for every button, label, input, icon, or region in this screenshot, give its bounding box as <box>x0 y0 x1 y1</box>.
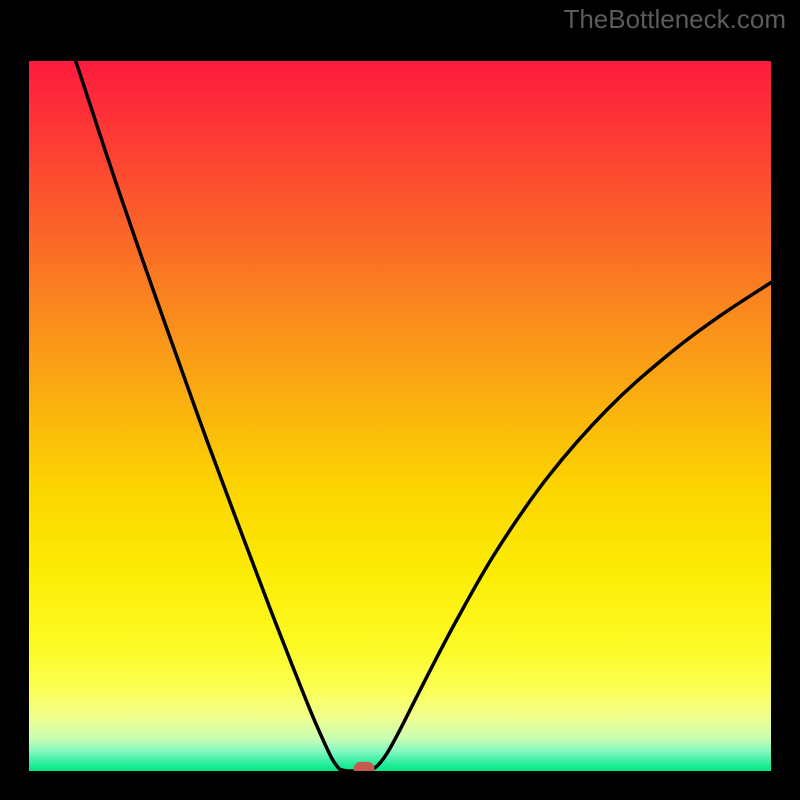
plot-area <box>29 61 771 771</box>
bottleneck-curve <box>29 61 771 771</box>
curve-path <box>76 61 771 771</box>
optimum-marker <box>354 762 375 771</box>
watermark-text: TheBottleneck.com <box>563 4 786 35</box>
chart-frame <box>0 32 800 800</box>
